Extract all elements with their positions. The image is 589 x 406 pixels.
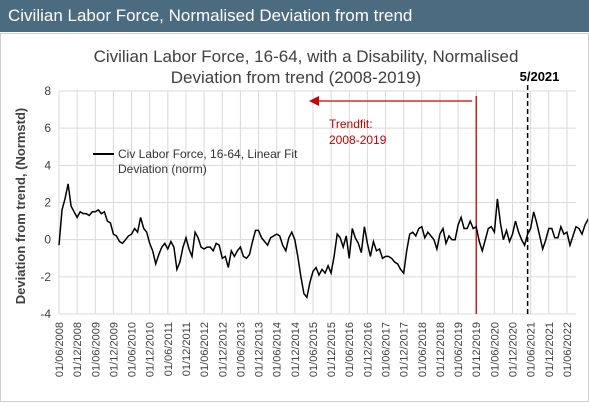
x-tick-label: 01/06/2013: [235, 322, 247, 377]
x-tick-label: 01/12/2012: [217, 322, 229, 377]
x-tick-labels: 01/06/2008 01/12/2008 01/06/2009 01/12/2009…: [54, 322, 574, 377]
x-tick-label: 01/06/2010: [127, 322, 139, 377]
legend-label-line2: Deviation (norm): [118, 162, 207, 176]
chart-title-line2: Deviation from trend (2008-2019): [171, 68, 421, 87]
trend-label-line2: 2008-2019: [329, 133, 387, 147]
x-tick-label: 01/06/2015: [308, 322, 320, 377]
x-tick-label: 01/06/2017: [381, 322, 393, 377]
x-tick-label: 01/12/2019: [471, 322, 483, 377]
x-tick-label: 01/06/2020: [489, 322, 501, 377]
y-tick-label: -4: [40, 307, 51, 321]
x-tick-label: 01/12/2018: [435, 322, 447, 377]
x-tick-label: 01/06/2016: [344, 322, 356, 377]
trend-label-line1: Trendfit:: [329, 117, 373, 131]
x-tick-label: 01/12/2015: [326, 322, 338, 377]
line-chart: Civilian Labor Force, 16-64, with a Disa…: [13, 47, 589, 377]
chart-title-line1: Civilian Labor Force, 16-64, with a Disa…: [94, 47, 519, 66]
x-tick-label: 01/12/2017: [399, 322, 411, 377]
x-tick-label: 01/06/2021: [526, 322, 538, 377]
x-tick-label: 01/06/2012: [199, 322, 211, 377]
x-tick-label: 01/06/2022: [562, 322, 574, 377]
x-tick-label: 01/06/2018: [417, 322, 429, 377]
x-tick-label: 01/12/2020: [508, 322, 520, 377]
legend-label: Civ Labor Force, 16-64, Linear Fit Deviat…: [118, 147, 298, 176]
x-tick-label: 01/06/2009: [90, 322, 102, 377]
x-tick-label: 01/06/2019: [453, 322, 465, 377]
y-tick-label: 4: [44, 158, 51, 172]
x-tick-label: 01/12/2010: [145, 322, 157, 377]
x-tick-label: 01/06/2008: [54, 322, 66, 377]
x-tick-label: 01/12/2021: [544, 322, 556, 377]
header-title: Civilian Labor Force, Normalised Deviati…: [8, 6, 413, 25]
y-tick-label: 6: [44, 121, 51, 135]
x-tick-label: 01/06/2011: [163, 322, 175, 376]
series-line: [58, 183, 589, 300]
gridlines: [58, 90, 576, 315]
chart-panel: Civilian Labor Force, 16-64, with a Disa…: [0, 33, 589, 402]
x-tick-label: 01/06/2014: [272, 322, 284, 377]
y-tick-labels: -4 -2 0 2 4 6 8: [40, 84, 51, 321]
y-tick-label: 8: [44, 84, 51, 98]
x-tick-label: 01/12/2008: [72, 322, 84, 377]
legend: Civ Labor Force, 16-64, Linear Fit Deviat…: [93, 147, 298, 176]
x-tick-label: 01/12/2011: [181, 322, 193, 376]
y-axis-label: Deviation from trend, (Normstd): [13, 108, 28, 304]
page-header: Civilian Labor Force, Normalised Deviati…: [0, 0, 589, 32]
legend-label-line1: Civ Labor Force, 16-64, Linear Fit: [118, 147, 298, 161]
series-layer: [58, 183, 589, 300]
y-tick-label: 0: [44, 233, 51, 247]
x-tick-label: 01/12/2014: [290, 322, 302, 377]
vertical-markers: Trendfit: 2008-2019 5/2021: [309, 69, 559, 314]
x-tick-label: 01/12/2013: [254, 322, 266, 377]
event-label: 5/2021: [520, 69, 560, 84]
x-tick-label: 01/12/2009: [108, 322, 120, 377]
trend-arrow-head: [309, 96, 319, 106]
x-tick-label: 01/12/2016: [362, 322, 374, 377]
y-tick-label: 2: [44, 196, 51, 210]
y-tick-label: -2: [40, 270, 51, 284]
